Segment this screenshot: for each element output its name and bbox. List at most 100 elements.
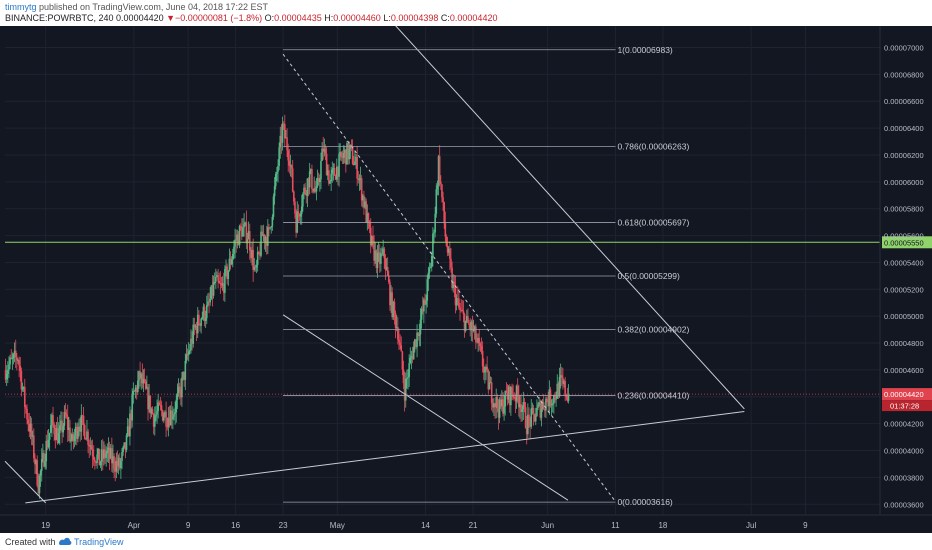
candle-up (175, 399, 178, 413)
candle-down (454, 285, 457, 306)
candle-up (408, 363, 410, 378)
candle-up (306, 178, 309, 196)
candle-down (544, 408, 546, 411)
candle-up (437, 156, 440, 186)
candle-up (472, 329, 475, 331)
candle-down (345, 149, 347, 165)
candle-down (440, 181, 442, 185)
candle-up (409, 357, 412, 364)
candle-down (52, 415, 54, 425)
candle-up (29, 423, 32, 432)
change-value: −0.00000081 (−1.8%) (175, 13, 263, 23)
candle-down (352, 163, 355, 165)
candle-down (118, 457, 121, 469)
candle-up (42, 452, 44, 460)
candle-up (527, 414, 529, 435)
candle-down (65, 414, 68, 417)
candle-up (253, 266, 256, 270)
candle-down (460, 309, 462, 311)
candle-down (523, 401, 526, 408)
candle-up (303, 187, 305, 194)
candle-down (400, 345, 403, 352)
candle-down (208, 301, 210, 303)
candle-down (220, 283, 223, 286)
candle-up (59, 425, 61, 434)
grid (5, 26, 880, 515)
price-chart[interactable]: 1(0.00006983) 0.786(0.00006263) 0.618(0.00… (0, 26, 932, 538)
candle-down (383, 248, 386, 259)
candle-up (380, 254, 382, 264)
candle-down (259, 252, 261, 256)
candle-up (146, 387, 148, 389)
candle-up (228, 258, 231, 271)
candle-up (269, 227, 271, 229)
candle-up (537, 404, 539, 408)
candle-down (235, 239, 237, 241)
candle-down (218, 280, 221, 283)
candle-down (250, 250, 252, 258)
candle-up (260, 231, 262, 256)
candle-up (419, 319, 422, 335)
candle-down (562, 377, 564, 384)
candle-up (207, 301, 209, 306)
candle-up (320, 160, 322, 180)
trendline-bottom-left (4, 460, 47, 504)
candle-down (451, 267, 453, 288)
candle-up (501, 399, 503, 407)
price-axis[interactable]: 0.00005550 0.00003600 0.00003800 0.00004000… (879, 26, 932, 515)
candle-up (503, 406, 505, 414)
candle-down (497, 408, 500, 418)
candle-down (393, 301, 396, 314)
candle-up (420, 308, 423, 320)
candle-up (230, 259, 233, 265)
candle-down (98, 448, 101, 466)
candle-down (159, 404, 162, 406)
author-link[interactable]: timmytg (5, 2, 37, 12)
candle-down (168, 417, 171, 426)
candle-down (325, 153, 328, 176)
candle-down (104, 449, 106, 458)
candle-down (566, 396, 569, 401)
candle-up (63, 411, 66, 426)
candle-down (480, 346, 483, 352)
candle-up (392, 301, 395, 318)
candle-up (342, 152, 345, 158)
time-axis-label: Jun (541, 521, 554, 530)
candle-down (463, 314, 466, 332)
candle-up (538, 402, 540, 405)
candle-down (424, 299, 426, 305)
candle-down (369, 227, 372, 246)
candle-up (300, 206, 303, 215)
candle-up (338, 153, 340, 177)
candle-down (151, 408, 154, 414)
time-axis-label: 16 (231, 521, 240, 530)
candle-down (158, 402, 161, 405)
candle-down (403, 383, 406, 401)
candle-up (17, 360, 19, 362)
candle-down (241, 227, 243, 237)
candle-up (182, 371, 184, 378)
candle-down (398, 339, 400, 343)
candle-down (458, 298, 460, 308)
candle-up (489, 382, 492, 384)
candle-down (328, 170, 330, 184)
candle-down (442, 197, 444, 203)
candle-down (286, 137, 288, 151)
candle-up (96, 454, 98, 463)
fibonacci-retracement[interactable]: 1(0.00006983) 0.786(0.00006263) 0.618(0.00… (283, 45, 689, 507)
candle-up (106, 450, 109, 454)
price-axis-label: 0.00003600 (884, 500, 924, 509)
close-label: C: (440, 13, 450, 23)
candle-up (13, 350, 16, 355)
candle-up (40, 459, 43, 471)
tradingview-brand[interactable]: TradingView (74, 537, 124, 547)
fib-level-label: 0.236(0.00004410) (617, 390, 689, 400)
time-axis[interactable]: 19 Apr 9 16 23 May 14 21 Jun 11 18 Jul 9 (0, 514, 932, 530)
candle-down (144, 381, 147, 389)
candle-down (14, 350, 17, 358)
horizontal-line-price-label: 0.00005550 (884, 238, 924, 247)
candle-down (356, 156, 358, 179)
candle-up (416, 332, 418, 348)
time-axis-label: Apr (128, 521, 141, 530)
candle-up (414, 339, 416, 347)
